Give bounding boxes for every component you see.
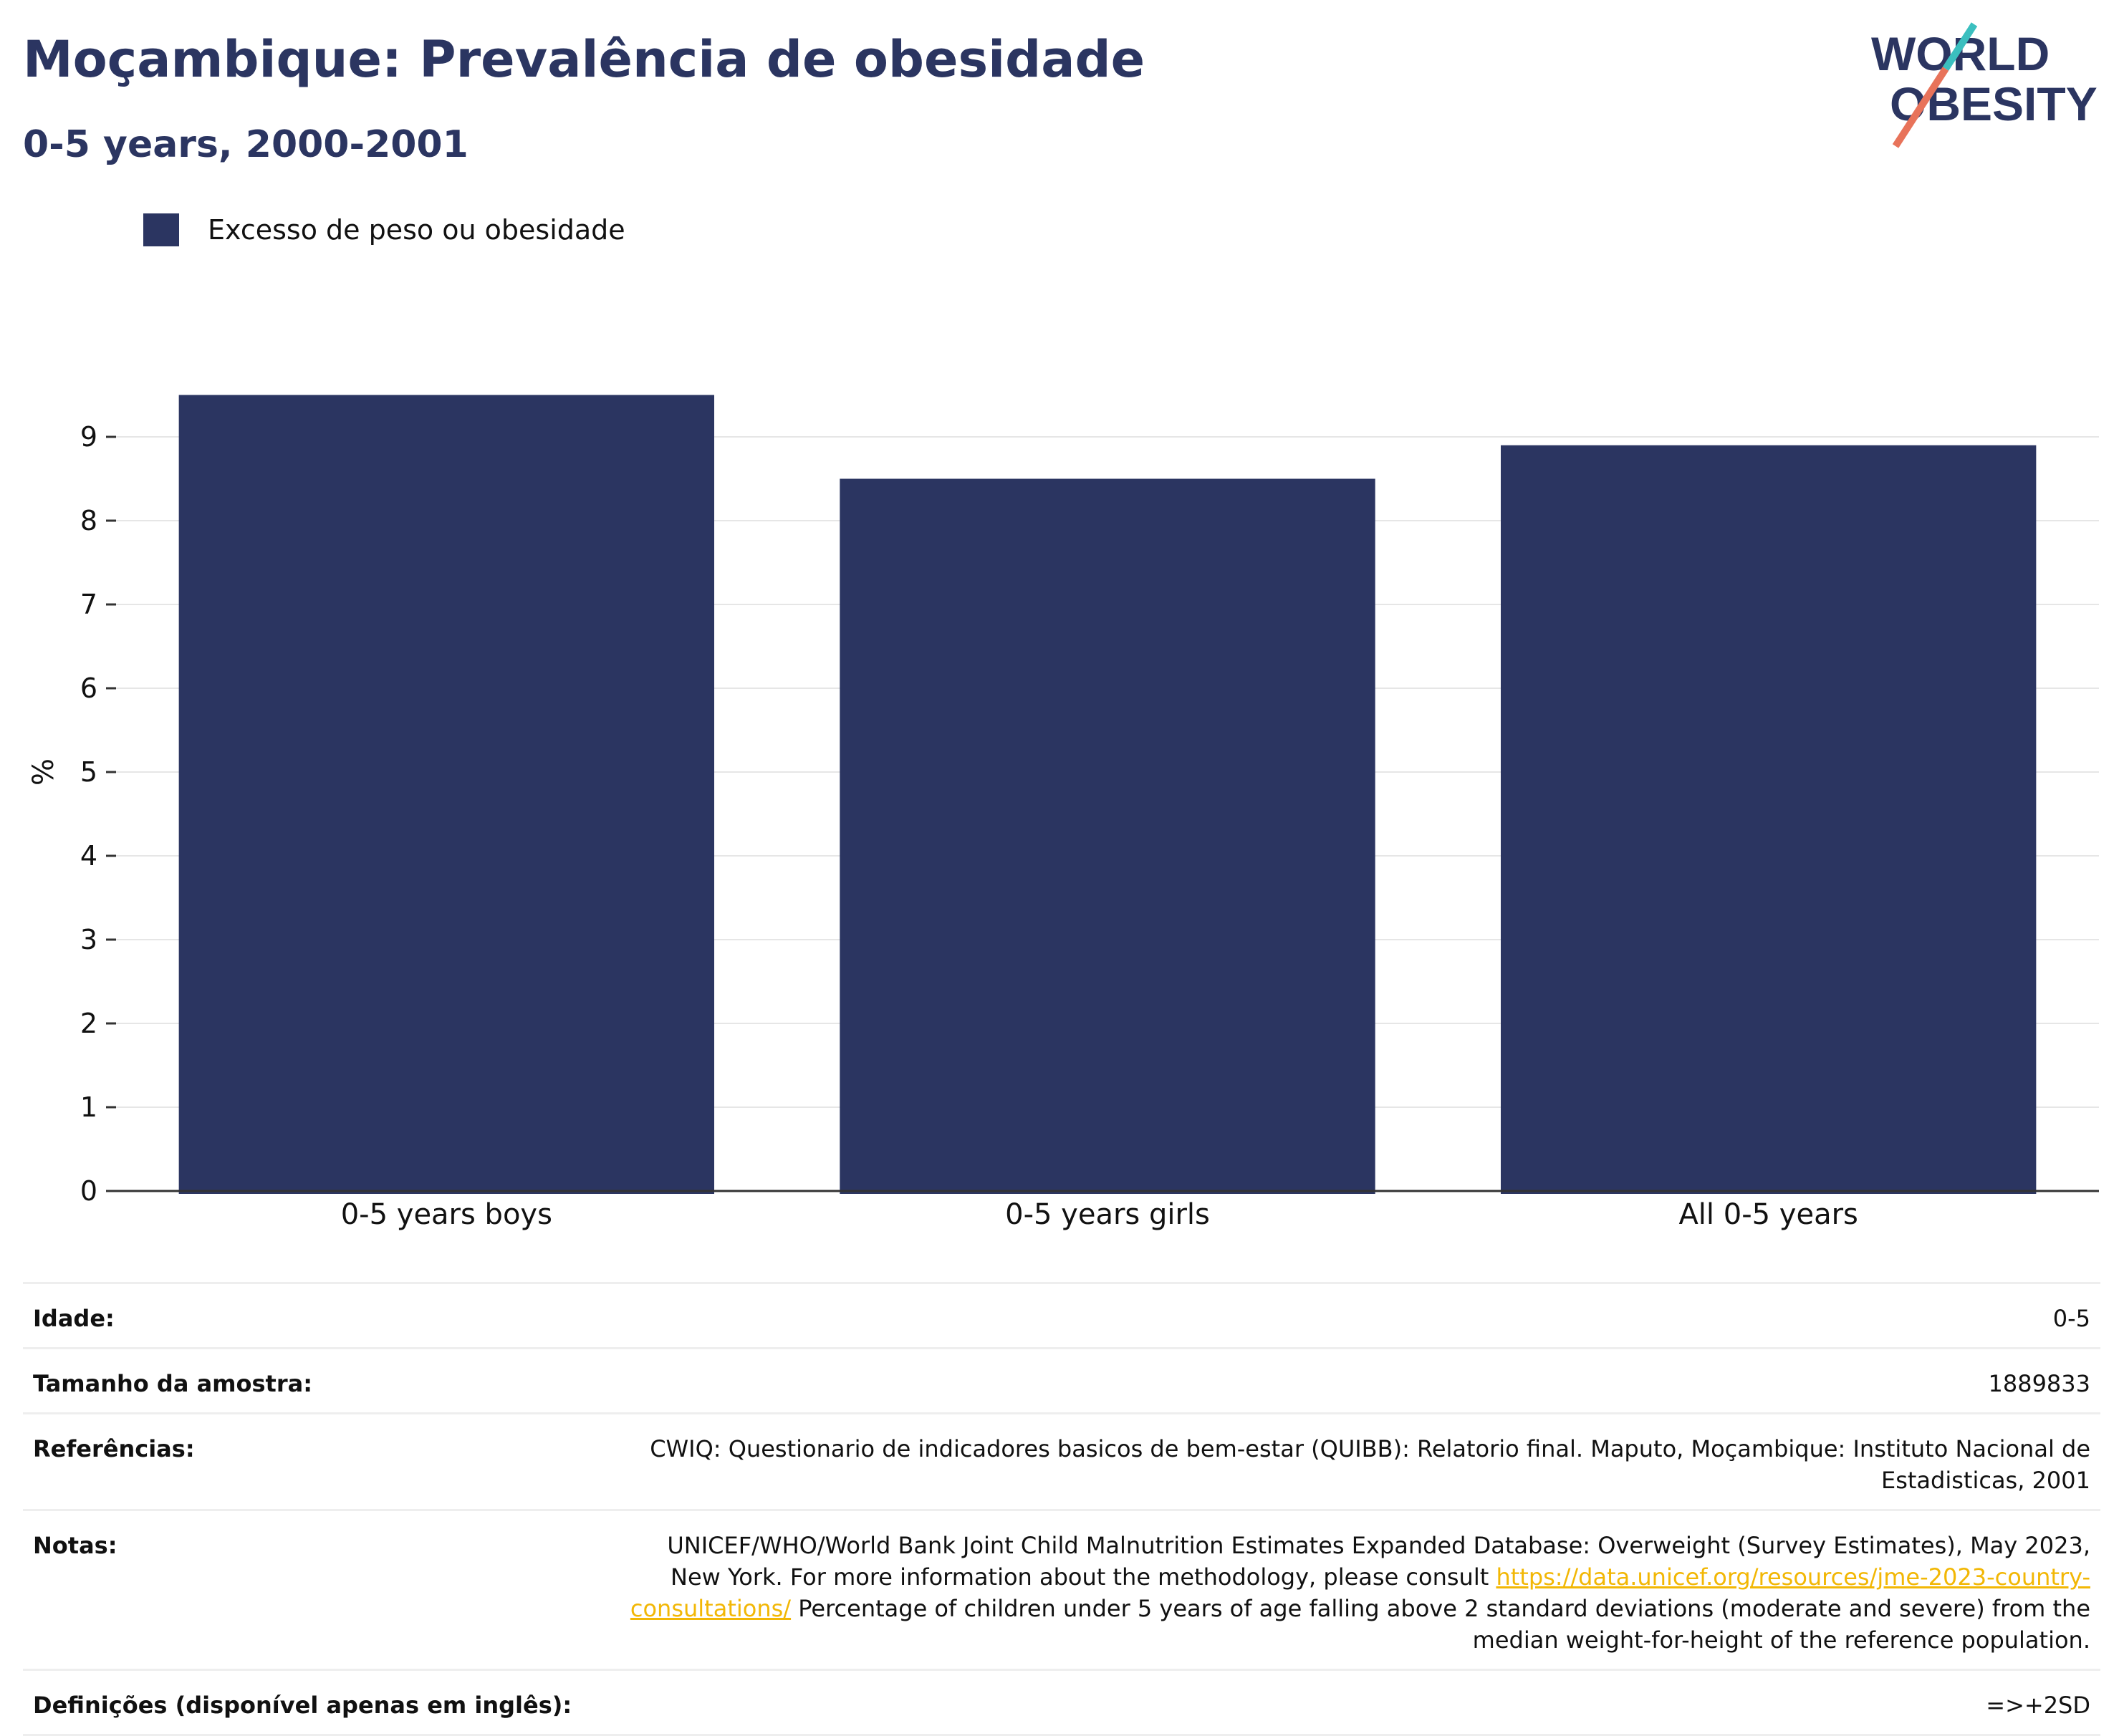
sample-value: 1889833 bbox=[1988, 1370, 2090, 1397]
y-tick-label: 5 bbox=[80, 756, 97, 788]
legend-label: Excesso de peso ou obesidade bbox=[208, 214, 625, 246]
y-axis-label: % bbox=[27, 758, 60, 786]
bar bbox=[1500, 445, 2037, 1195]
y-tick-label: 6 bbox=[80, 672, 97, 704]
chart-subtitle: 0-5 years, 2000-2001 bbox=[23, 123, 469, 166]
age-value: 0-5 bbox=[2052, 1305, 2090, 1332]
y-tick-label: 2 bbox=[80, 1008, 97, 1039]
bar bbox=[840, 478, 1375, 1194]
logo-slash-coral bbox=[1892, 67, 1949, 148]
y-tick-label: 9 bbox=[80, 421, 97, 453]
info-table: Idade: 0-5 Tamanho da amostra: 1889833 R… bbox=[23, 1282, 2100, 1736]
info-row-age: Idade: 0-5 bbox=[23, 1282, 2100, 1347]
notes-label: Notas: bbox=[33, 1532, 117, 1559]
logo-slash-teal bbox=[1942, 22, 1978, 71]
notes-text-after: Percentage of children under 5 years of … bbox=[791, 1595, 2090, 1654]
definitions-label: Definições (disponível apenas em inglês)… bbox=[33, 1692, 572, 1719]
notes-text-before: UNICEF/WHO/World Bank Joint Child Malnut… bbox=[667, 1532, 2090, 1591]
y-tick-label: 7 bbox=[80, 589, 97, 620]
world-obesity-logo: WORLD OBESITY bbox=[1871, 22, 2098, 148]
x-tick-label: All 0-5 years bbox=[1678, 1198, 1858, 1231]
bar-chart: 0 1 2 3 4 5 6 7 8 9% 0-5 years boys 0-5 years girls… bbox=[27, 395, 2099, 1231]
info-row-definitions: Definições (disponível apenas em inglês)… bbox=[23, 1669, 2100, 1736]
chart-legend: Excesso de peso ou obesidade bbox=[143, 213, 625, 246]
references-value: CWIQ: Questionario de indicadores basico… bbox=[650, 1435, 2090, 1494]
chart-title: Moçambique: Prevalência de obesidade bbox=[23, 30, 1145, 89]
x-tick-label: 0-5 years boys bbox=[341, 1198, 552, 1231]
notes-link[interactable]: https://data.unicef.org/resources/jme-20… bbox=[630, 1563, 2090, 1622]
notes-value: UNICEF/WHO/World Bank Joint Child Malnut… bbox=[622, 1530, 2090, 1656]
info-row-references: Referências: CWIQ: Questionario de indic… bbox=[23, 1412, 2100, 1509]
bar bbox=[178, 395, 715, 1194]
sample-label: Tamanho da amostra: bbox=[33, 1370, 312, 1397]
y-tick-label: 8 bbox=[80, 505, 97, 536]
references-label: Referências: bbox=[33, 1435, 195, 1462]
info-row-sample: Tamanho da amostra: 1889833 bbox=[23, 1347, 2100, 1412]
y-tick-label: 3 bbox=[80, 924, 97, 955]
y-tick-label: 4 bbox=[80, 840, 97, 872]
logo-line1: WORLD bbox=[1871, 27, 2050, 80]
definitions-value: =>+2SD bbox=[1986, 1692, 2090, 1719]
legend-swatch bbox=[143, 213, 179, 246]
age-label: Idade: bbox=[33, 1305, 115, 1332]
x-tick-label: 0-5 years girls bbox=[1005, 1198, 1210, 1231]
info-row-notes: Notas: UNICEF/WHO/World Bank Joint Child… bbox=[23, 1509, 2100, 1669]
y-tick-label: 0 bbox=[80, 1175, 97, 1207]
y-tick-label: 1 bbox=[80, 1091, 97, 1123]
